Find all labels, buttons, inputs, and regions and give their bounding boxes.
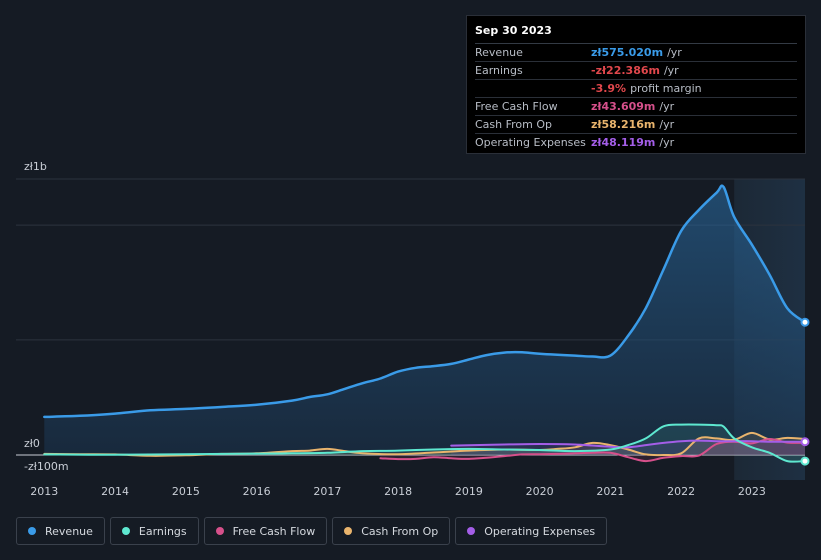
x-axis-tick-label: 2014 xyxy=(101,485,129,498)
tooltip-row-label: Cash From Op xyxy=(475,118,553,131)
tooltip-row-value: zł575.020m xyxy=(591,46,664,59)
tooltip-row-value: zł48.119m xyxy=(591,136,656,149)
tooltip-row-label: Operating Expenses xyxy=(475,136,586,149)
tooltip-row-value: zł43.609m xyxy=(591,100,656,113)
tooltip-row-label: Free Cash Flow xyxy=(475,100,558,113)
tooltip-row-value: -3.9% xyxy=(591,82,627,95)
x-axis-tick-label: 2020 xyxy=(526,485,554,498)
legend-dot-icon xyxy=(28,527,36,535)
y-axis-label: zł1b xyxy=(24,160,47,173)
end-marker-revenue xyxy=(800,317,810,327)
tooltip-row-unit: /yr xyxy=(667,46,682,59)
tooltip-row-label xyxy=(475,80,591,97)
tooltip-date: Sep 30 2023 xyxy=(475,24,797,44)
y-axis-label: -zł100m xyxy=(24,460,69,473)
tooltip-row: Free Cash Flow zł43.609m/yr xyxy=(475,98,797,116)
legend-item-cash-from-op[interactable]: Cash From Op xyxy=(332,517,451,545)
series-area-revenue xyxy=(44,185,806,455)
legend-item-free-cash-flow[interactable]: Free Cash Flow xyxy=(203,517,328,545)
x-axis-tick-label: 2017 xyxy=(313,485,341,498)
legend-label: Free Cash Flow xyxy=(232,524,316,538)
legend-dot-icon xyxy=(121,527,130,535)
legend-dot-icon xyxy=(344,527,353,535)
tooltip-row: -3.9% profit margin xyxy=(475,80,797,98)
tooltip-row-unit: /yr xyxy=(659,118,675,131)
x-axis-tick-label: 2021 xyxy=(596,485,624,498)
end-marker-operating-expenses xyxy=(800,437,810,447)
x-axis-tick-label: 2022 xyxy=(667,485,695,498)
series-area-earnings xyxy=(44,424,806,462)
legend-label: Revenue xyxy=(45,524,93,538)
end-marker-earnings xyxy=(800,456,810,466)
tooltip-row-unit: /yr xyxy=(663,64,679,77)
legend-dot-icon xyxy=(215,527,224,535)
x-axis-tick-label: 2023 xyxy=(738,485,766,498)
legend-item-revenue[interactable]: Revenue xyxy=(16,517,105,545)
tooltip-row: Revenue zł575.020m/yr xyxy=(475,44,797,62)
tooltip-row-value: zł58.216m xyxy=(591,118,656,131)
x-axis-tick-label: 2019 xyxy=(455,485,483,498)
x-axis-tick-label: 2018 xyxy=(384,485,412,498)
tooltip-row-label: Earnings xyxy=(475,64,523,77)
tooltip-row-unit: /yr xyxy=(659,100,675,113)
tooltip-row: Operating Expenses zł48.119m/yr xyxy=(475,134,797,151)
legend: Revenue Earnings Free Cash Flow Cash From O… xyxy=(16,517,608,545)
tooltip-row-label: Revenue xyxy=(475,46,523,59)
x-axis-tick-label: 2013 xyxy=(30,485,58,498)
series-line-revenue xyxy=(43,184,807,419)
legend-label: Cash From Op xyxy=(361,524,439,538)
tooltip: Sep 30 2023 Revenue zł575.020m/yr Earnings… xyxy=(466,15,806,154)
legend-label: Earnings xyxy=(138,524,187,538)
series-line-earnings xyxy=(43,423,806,463)
tooltip-row: Cash From Op zł58.216m/yr xyxy=(475,116,797,134)
tooltip-row-value: -zł22.386m xyxy=(591,64,660,77)
y-axis-label: zł0 xyxy=(24,437,40,450)
tooltip-row-unit: profit margin xyxy=(630,82,702,95)
legend-item-operating-expenses[interactable]: Operating Expenses xyxy=(455,517,608,545)
tooltip-row-unit: /yr xyxy=(659,136,675,149)
tooltip-row: Earnings -zł22.386m/yr xyxy=(475,62,797,80)
legend-dot-icon xyxy=(467,527,476,535)
legend-label: Operating Expenses xyxy=(484,524,596,538)
series-line-operating-expenses xyxy=(450,439,806,449)
series-area-cash-from-op xyxy=(44,432,806,456)
x-axis-tick-label: 2015 xyxy=(172,485,200,498)
x-axis-tick-label: 2016 xyxy=(243,485,271,498)
legend-item-earnings[interactable]: Earnings xyxy=(109,517,199,545)
